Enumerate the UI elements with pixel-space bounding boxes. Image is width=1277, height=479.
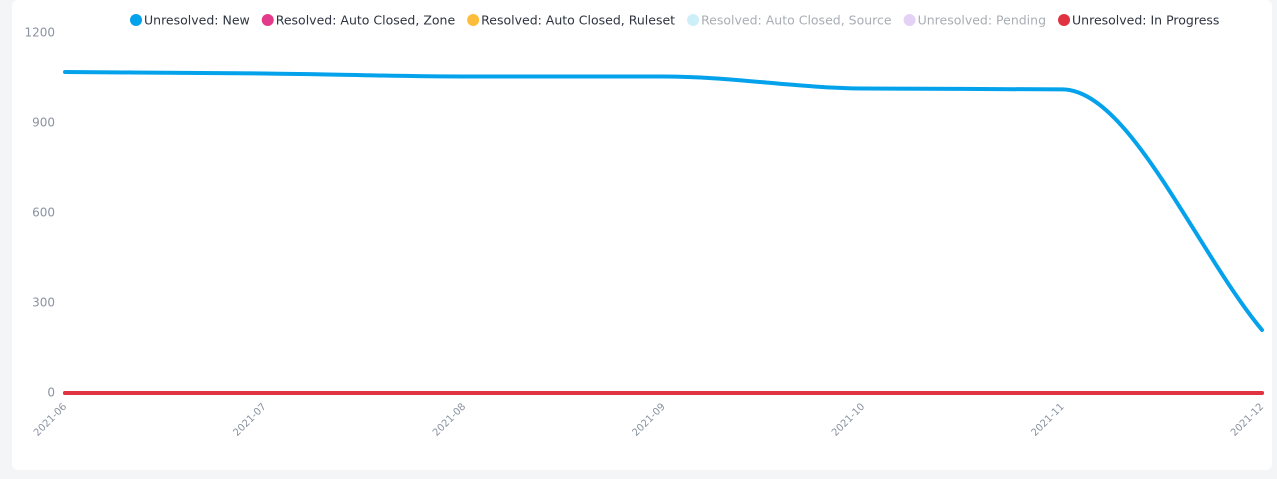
legend-marker[interactable] <box>1058 14 1071 26</box>
legend-label[interactable]: Resolved: Auto Closed, Ruleset <box>481 13 675 28</box>
y-tick-label: 0 <box>47 386 55 400</box>
y-tick-label: 1200 <box>24 26 55 40</box>
y-tick-label: 300 <box>32 296 55 310</box>
legend-label[interactable]: Unresolved: In Progress <box>1072 13 1219 28</box>
y-tick-label: 900 <box>32 116 55 130</box>
legend-label[interactable]: Unresolved: New <box>144 13 250 28</box>
legend-label[interactable]: Resolved: Auto Closed, Source <box>701 13 892 28</box>
legend-marker[interactable] <box>130 14 142 26</box>
legend-marker[interactable] <box>261 14 274 26</box>
panel <box>12 0 1272 470</box>
legend-marker[interactable] <box>467 14 480 26</box>
y-tick-label: 600 <box>32 206 55 220</box>
series-line <box>63 70 1264 332</box>
legend-label[interactable]: Resolved: Auto Closed, Zone <box>276 13 456 28</box>
legend-marker[interactable] <box>903 14 916 26</box>
legend-marker[interactable] <box>687 14 700 26</box>
legend-label[interactable]: Unresolved: Pending <box>918 13 1046 28</box>
